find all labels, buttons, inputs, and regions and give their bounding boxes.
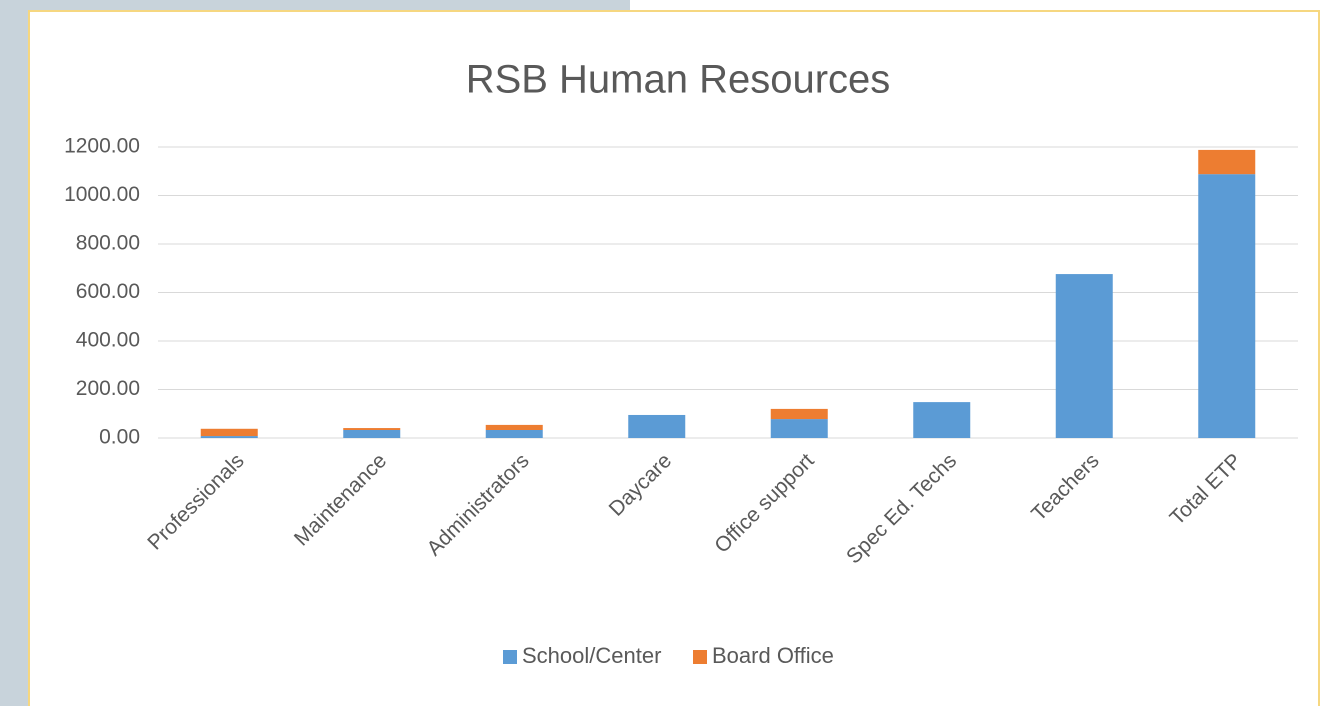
y-tick-label: 600.00 [76,280,140,303]
legend-swatch [693,650,707,664]
legend-swatch [503,650,517,664]
bar-segment [343,429,401,438]
bar-segment [628,414,686,438]
y-tick-label: 1000.00 [64,183,140,206]
y-tick-label: 800.00 [76,232,140,255]
chart-frame [28,10,1320,706]
bar-segment [485,429,543,438]
y-tick-label: 0.00 [99,426,140,449]
y-tick-label: 200.00 [76,377,140,400]
bar-segment [200,428,258,437]
bar-segment [770,419,828,438]
bar-segment [770,408,828,420]
bar-segment [1055,274,1113,438]
legend-label: Board Office [712,643,834,668]
background-strip [0,0,630,12]
bar-segment [485,424,543,430]
bar-segment [200,436,258,438]
chart-title: RSB Human Resources [466,58,891,102]
bar-segment [1198,149,1256,175]
background-strip [0,0,28,706]
y-tick-label: 1200.00 [64,135,140,158]
bar-segment [343,428,401,430]
bar-segment [913,402,971,438]
bar-segment [1198,174,1256,438]
legend-label: School/Center [522,643,661,668]
y-tick-label: 400.00 [76,329,140,352]
